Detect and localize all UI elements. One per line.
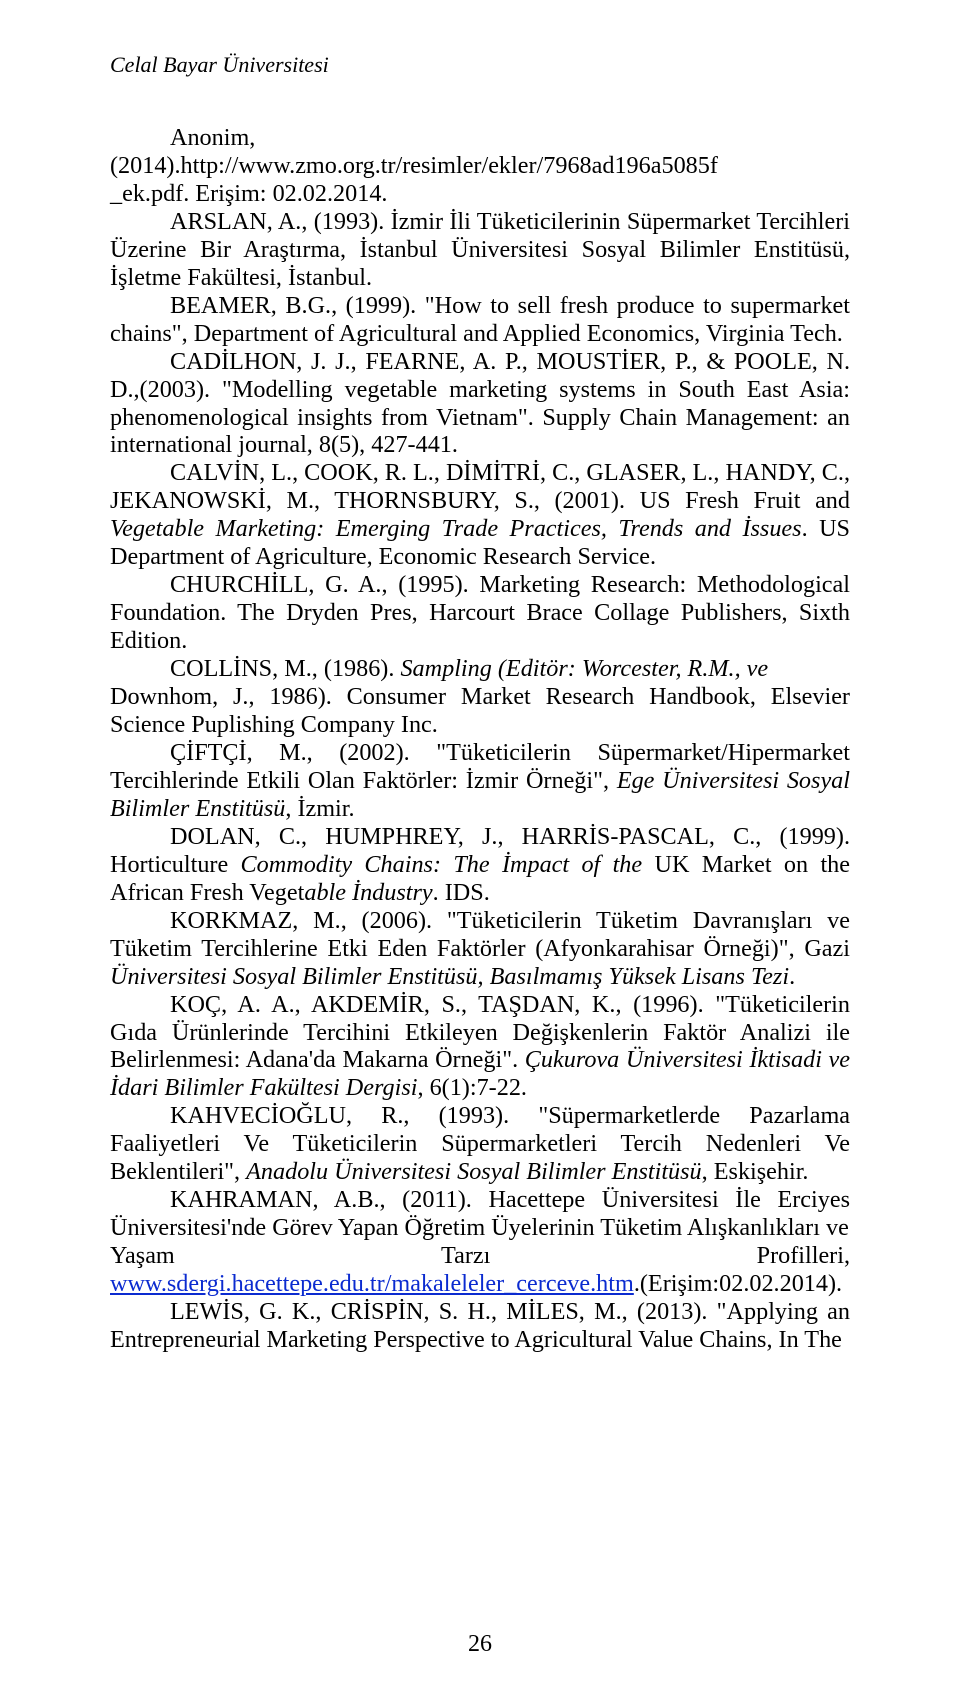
ref-dolan-text5: . IDS.: [433, 879, 490, 906]
ref-kahraman-tarzi: Tarzı: [441, 1242, 490, 1270]
ref-kahraman-linkline: www.sdergi.hacettepe.edu.tr/makaleleler_…: [110, 1270, 850, 1298]
ref-korkmaz: KORKMAZ, M., (2006). "Tüketicilerin Tüke…: [110, 907, 850, 991]
running-head: Celal Bayar Üniversitesi: [110, 52, 850, 78]
ref-cadilhon: CADİLHON, J. J., FEARNE, A. P., MOUSTİER…: [110, 348, 850, 460]
ref-collins: COLLİNS, M., (1986). Sampling (Editör: W…: [110, 655, 850, 739]
ref-kahvecioglu-italic: Anadolu Üniversitesi Sosyal Bilimler Ens…: [246, 1158, 702, 1185]
references-body: Anonim,(2014).http://www.zmo.org.tr/resi…: [110, 124, 850, 1354]
ref-kahraman-profilleri: Profilleri,: [757, 1242, 850, 1270]
ref-calvin: CALVİN, L., COOK, R. L., DİMİTRİ, C., GL…: [110, 459, 850, 571]
ref-ciftci: ÇİFTÇİ, M., (2002). "Tüketicilerin Süper…: [110, 739, 850, 823]
ref-dolan-italic1: Commodity Chains: The İmpact of the: [241, 851, 655, 878]
ref-korkmaz-text3: .: [789, 963, 795, 990]
page-number: 26: [0, 1631, 960, 1658]
ref-calvin-text1: CALVİN, L., COOK, R. L., DİMİTRİ, C., GL…: [110, 459, 850, 514]
ref-kahraman-pre: KAHRAMAN, A.B., (2011). Hacettepe Üniver…: [110, 1186, 850, 1242]
ref-kahraman-spread: Yaşam Tarzı Profilleri,: [110, 1242, 850, 1270]
ref-kahvecioglu-text3: , Eskişehir.: [702, 1158, 809, 1185]
page: Celal Bayar Üniversitesi Anonim,(2014).h…: [0, 0, 960, 1698]
ref-anonim-line1: Anonim,(2014).http://www.zmo.org.tr/resi…: [110, 124, 850, 180]
ref-koc: KOÇ, A. A., AKDEMİR, S., TAŞDAN, K., (19…: [110, 991, 850, 1103]
ref-calvin-italic: Vegetable Marketing: Emerging Trade Prac…: [110, 515, 802, 542]
ref-beamer: BEAMER, B.G., (1999). "How to sell fresh…: [110, 292, 850, 348]
ref-collins-italic: Sampling (Editör: Worcester, R.M., ve: [400, 655, 768, 682]
ref-korkmaz-italic: Üniversitesi Sosyal Bilimler Enstitüsü, …: [110, 963, 789, 990]
ref-lewis: LEWİS, G. K., CRİSPİN, S. H., MİLES, M.,…: [110, 1298, 850, 1354]
ref-kahraman-link[interactable]: www.sdergi.hacettepe.edu.tr/makaleleler_…: [110, 1270, 634, 1297]
ref-kahvecioglu: KAHVECİOĞLU, R., (1993). "Süpermarketler…: [110, 1102, 850, 1186]
ref-anonim-line2: _ek.pdf. Erişim: 02.02.2014.: [110, 180, 850, 208]
ref-korkmaz-text1: KORKMAZ, M., (2006). "Tüketicilerin Tüke…: [110, 907, 850, 962]
ref-dolan-italic2: able İndustry: [304, 879, 432, 906]
ref-koc-text3: , 6(1):7-22.: [417, 1074, 527, 1101]
ref-collins-text1: COLLİNS, M., (1986).: [170, 655, 400, 682]
ref-collins-text3: Downhom, J., 1986). Consumer Market Rese…: [110, 683, 850, 739]
ref-kahraman-tail: .(Erişim:02.02.2014).: [634, 1270, 842, 1297]
ref-kahraman-yasam: Yaşam: [110, 1242, 175, 1270]
ref-churchill: CHURCHİLL, G. A., (1995). Marketing Rese…: [110, 571, 850, 655]
ref-ciftci-text3: , İzmir.: [285, 795, 354, 822]
ref-dolan: DOLAN, C., HUMPHREY, J., HARRİS-PASCAL, …: [110, 823, 850, 907]
ref-arslan: ARSLAN, A., (1993). İzmir İli Tüketicile…: [110, 208, 850, 292]
